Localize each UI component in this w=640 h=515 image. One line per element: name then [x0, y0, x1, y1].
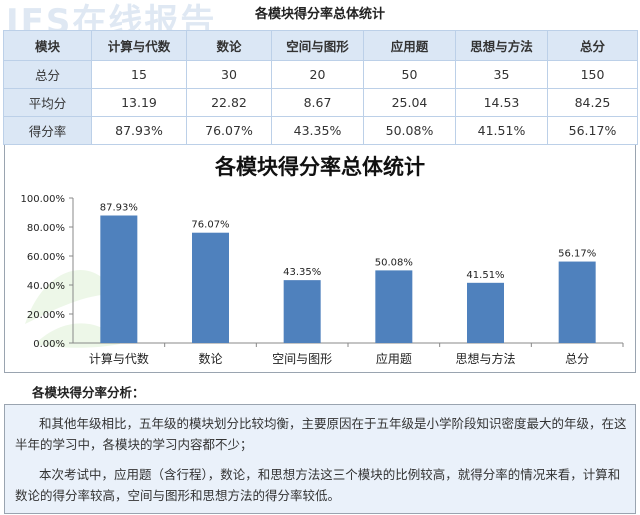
table-header-row: 模块 计算与代数 数论 空间与图形 应用题 思想与方法 总分 — [3, 30, 638, 61]
header-cell: 空间与图形 — [271, 30, 364, 61]
header-cell: 思想与方法 — [455, 30, 548, 61]
y-tick-label: 60.00% — [27, 252, 65, 263]
header-cell: 应用题 — [363, 30, 456, 61]
y-tick-label: 0.00% — [33, 339, 65, 350]
table-cell: 87.93% — [91, 116, 187, 145]
bar — [467, 282, 504, 343]
leaf-watermark — [25, 270, 120, 348]
table-cell: 84.25 — [547, 88, 638, 117]
bar — [192, 232, 229, 343]
row-label: 总分 — [3, 60, 92, 89]
data-label: 41.51% — [466, 270, 504, 281]
table-cell: 8.67 — [271, 88, 364, 117]
bar — [375, 270, 413, 343]
bar — [100, 215, 138, 343]
y-tick-label: 40.00% — [27, 281, 65, 292]
bar-chart: 各模块得分率总体统计 0.00% 20.00% 40.00% 60.00% 80.00%… — [21, 155, 624, 366]
table-cell: 20 — [271, 60, 364, 89]
stats-table: 模块 计算与代数 数论 空间与图形 应用题 思想与方法 总分 总分 15 30 … — [3, 30, 638, 145]
data-label: 87.93% — [100, 203, 138, 214]
row-label: 平均分 — [3, 88, 92, 117]
table-cell: 22.82 — [186, 88, 272, 117]
data-label: 43.35% — [283, 267, 321, 278]
x-tick-label: 思想与方法 — [455, 351, 515, 366]
table-cell: 15 — [91, 60, 187, 89]
chart-panel: 各模块得分率总体统计 0.00% 20.00% 40.00% 60.00% 80.00%… — [4, 143, 636, 373]
chart-title: 各模块得分率总体统计 — [214, 155, 425, 179]
table-caption: 各模块得分率总体统计 — [254, 7, 385, 22]
header-cell: 数论 — [186, 30, 272, 61]
header-cell: 计算与代数 — [91, 30, 187, 61]
table-cell: 25.04 — [363, 88, 456, 117]
header-cell: 模块 — [3, 30, 92, 61]
table-cell: 35 — [455, 60, 548, 89]
x-axis: 计算与代数 数论 空间与图形 应用题 思想与方法 总分 — [89, 343, 624, 366]
header-cell: 总分 — [547, 30, 638, 61]
analysis-paragraph: 和其他年级相比，五年级的模块划分比较均衡，主要原因在于五年级是小学阶段知识密度最… — [15, 416, 627, 452]
x-tick-label: 数论 — [198, 351, 222, 366]
data-label: 76.07% — [191, 220, 229, 231]
table-row: 总分 15 30 20 50 35 150 — [3, 60, 638, 89]
bar — [283, 280, 321, 343]
x-tick-label: 应用题 — [376, 351, 412, 366]
y-tick-label: 80.00% — [27, 223, 65, 234]
table-row: 平均分 13.19 22.82 8.67 25.04 14.53 84.25 — [3, 88, 638, 117]
x-tick-label: 总分 — [565, 352, 589, 366]
bars: 87.93% 76.07% 43.35% 50.08% 41.51% 56.17% — [100, 203, 596, 343]
y-axis: 0.00% 20.00% 40.00% 60.00% 80.00% 100.00% — [21, 194, 73, 350]
table-cell: 30 — [186, 60, 272, 89]
table-cell: 41.51% — [455, 116, 548, 145]
analysis-box: 和其他年级相比，五年级的模块划分比较均衡，主要原因在于五年级是小学阶段知识密度最… — [4, 404, 636, 514]
x-tick-label: 空间与图形 — [272, 352, 332, 366]
bar — [558, 261, 596, 343]
table-cell: 50.08% — [363, 116, 456, 145]
row-label: 得分率 — [3, 116, 92, 145]
table-cell: 50 — [363, 60, 456, 89]
table-row: 得分率 87.93% 76.07% 43.35% 50.08% 41.51% 5… — [3, 116, 638, 145]
y-tick-label: 100.00% — [21, 194, 66, 205]
table-cell: 56.17% — [547, 116, 638, 145]
data-label: 50.08% — [375, 257, 413, 268]
table-cell: 76.07% — [186, 116, 272, 145]
x-tick-label: 计算与代数 — [89, 351, 149, 366]
data-label: 56.17% — [558, 249, 596, 260]
analysis-paragraph: 本次考试中，应用题（含行程），数论，和思想方法这三个模块的比例较高，就得分率的情… — [15, 467, 621, 503]
table-cell: 13.19 — [91, 88, 187, 117]
table-cell: 43.35% — [271, 116, 364, 145]
table-cell: 14.53 — [455, 88, 548, 117]
table-cell: 150 — [547, 60, 638, 89]
analysis-title: 各模块得分率分析： — [32, 385, 145, 400]
y-tick-label: 20.00% — [27, 310, 65, 321]
